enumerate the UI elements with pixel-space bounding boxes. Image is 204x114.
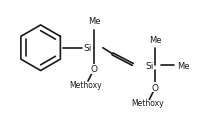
- Text: Methoxy: Methoxy: [69, 80, 102, 89]
- Text: Me: Me: [177, 61, 190, 70]
- Text: Si: Si: [84, 44, 92, 53]
- Text: Me: Me: [149, 36, 162, 45]
- Text: O: O: [91, 65, 98, 74]
- Text: Me: Me: [88, 17, 100, 26]
- Text: O: O: [152, 83, 159, 92]
- Text: Methoxy: Methoxy: [131, 98, 164, 107]
- Text: Si: Si: [145, 61, 154, 70]
